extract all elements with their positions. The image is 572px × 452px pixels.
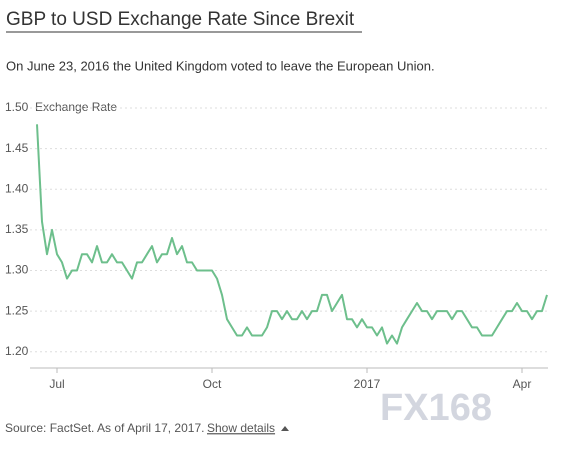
y-tick-label: 1.45 [5, 141, 29, 155]
show-details-link[interactable]: Show details [207, 421, 275, 435]
chart-subtitle: On June 23, 2016 the United Kingdom vote… [6, 58, 435, 73]
y-axis-label: Exchange Rate [35, 100, 117, 114]
watermark: FX168 [380, 387, 492, 429]
y-tick-label: 1.50 [5, 100, 29, 114]
x-tick-label: Apr [513, 377, 532, 391]
link-arrow [281, 426, 289, 431]
y-tick-label: 1.30 [5, 263, 29, 277]
line [36, 124, 548, 345]
x-tick-label: 2017 [354, 377, 381, 391]
chart-title: GBP to USD Exchange Rate Since Brexit [6, 9, 355, 30]
source: Source: FactSet. As of April 17, 2017. [5, 421, 204, 435]
x-tick-label: Jul [49, 377, 64, 391]
y-tick-label: 1.35 [5, 222, 29, 236]
y-tick-label: 1.20 [5, 344, 29, 358]
y-tick-label: 1.25 [5, 303, 29, 317]
y-tick-label: 1.40 [5, 181, 29, 195]
x-tick-label: Oct [203, 377, 222, 391]
